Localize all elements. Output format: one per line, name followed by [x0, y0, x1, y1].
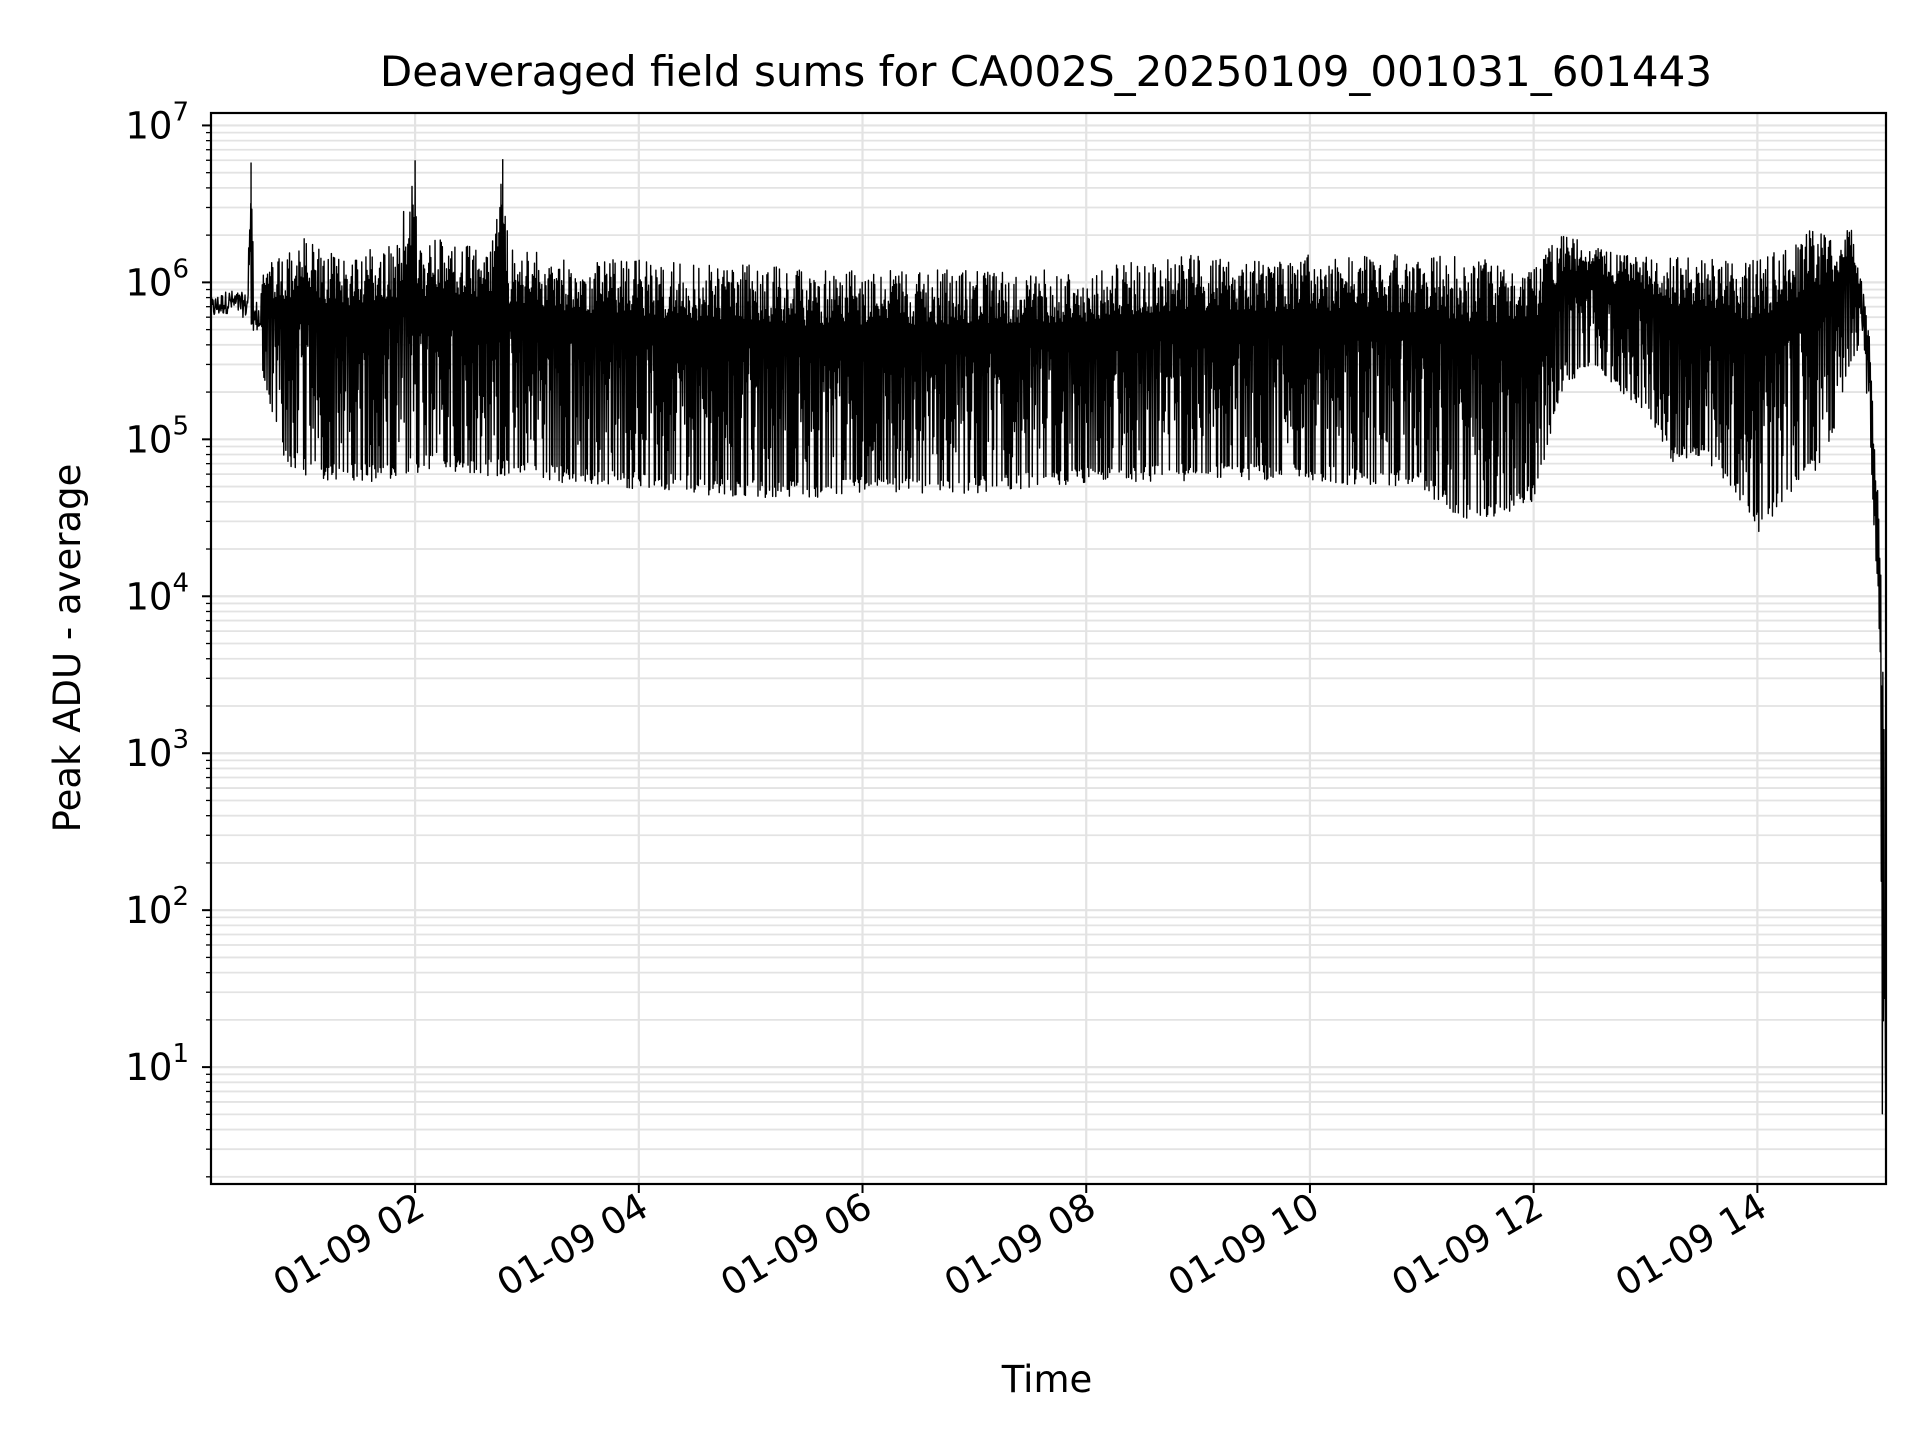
y-tick-label: 103: [125, 725, 189, 775]
y-axis-label: Peak ADU - average: [46, 464, 89, 833]
chart-title: Deaveraged field sums for CA002S_2025010…: [380, 47, 1712, 96]
x-tick-label: 01-09 12: [1385, 1185, 1551, 1305]
plot-area-frame: [209, 111, 1888, 1186]
y-tick-label: 106: [125, 254, 189, 304]
x-tick-label: 01-09 06: [713, 1185, 879, 1305]
x-tick-label: 01-09 14: [1608, 1185, 1774, 1305]
data-series: [210, 159, 1887, 1134]
y-tick-label: 101: [125, 1039, 189, 1089]
x-axis-label: Time: [1001, 1358, 1093, 1401]
y-tick-label: 104: [125, 568, 189, 618]
x-tick-label: 01-09 08: [937, 1185, 1103, 1305]
y-tick-label: 107: [125, 97, 189, 147]
x-tick-label: 01-09 02: [266, 1185, 432, 1305]
x-tick-label: 01-09 10: [1161, 1185, 1327, 1305]
y-tick-label: 105: [125, 411, 189, 461]
x-tick-label: 01-09 04: [490, 1185, 656, 1305]
y-tick-label: 102: [125, 882, 189, 932]
series-line: [210, 159, 1887, 1134]
